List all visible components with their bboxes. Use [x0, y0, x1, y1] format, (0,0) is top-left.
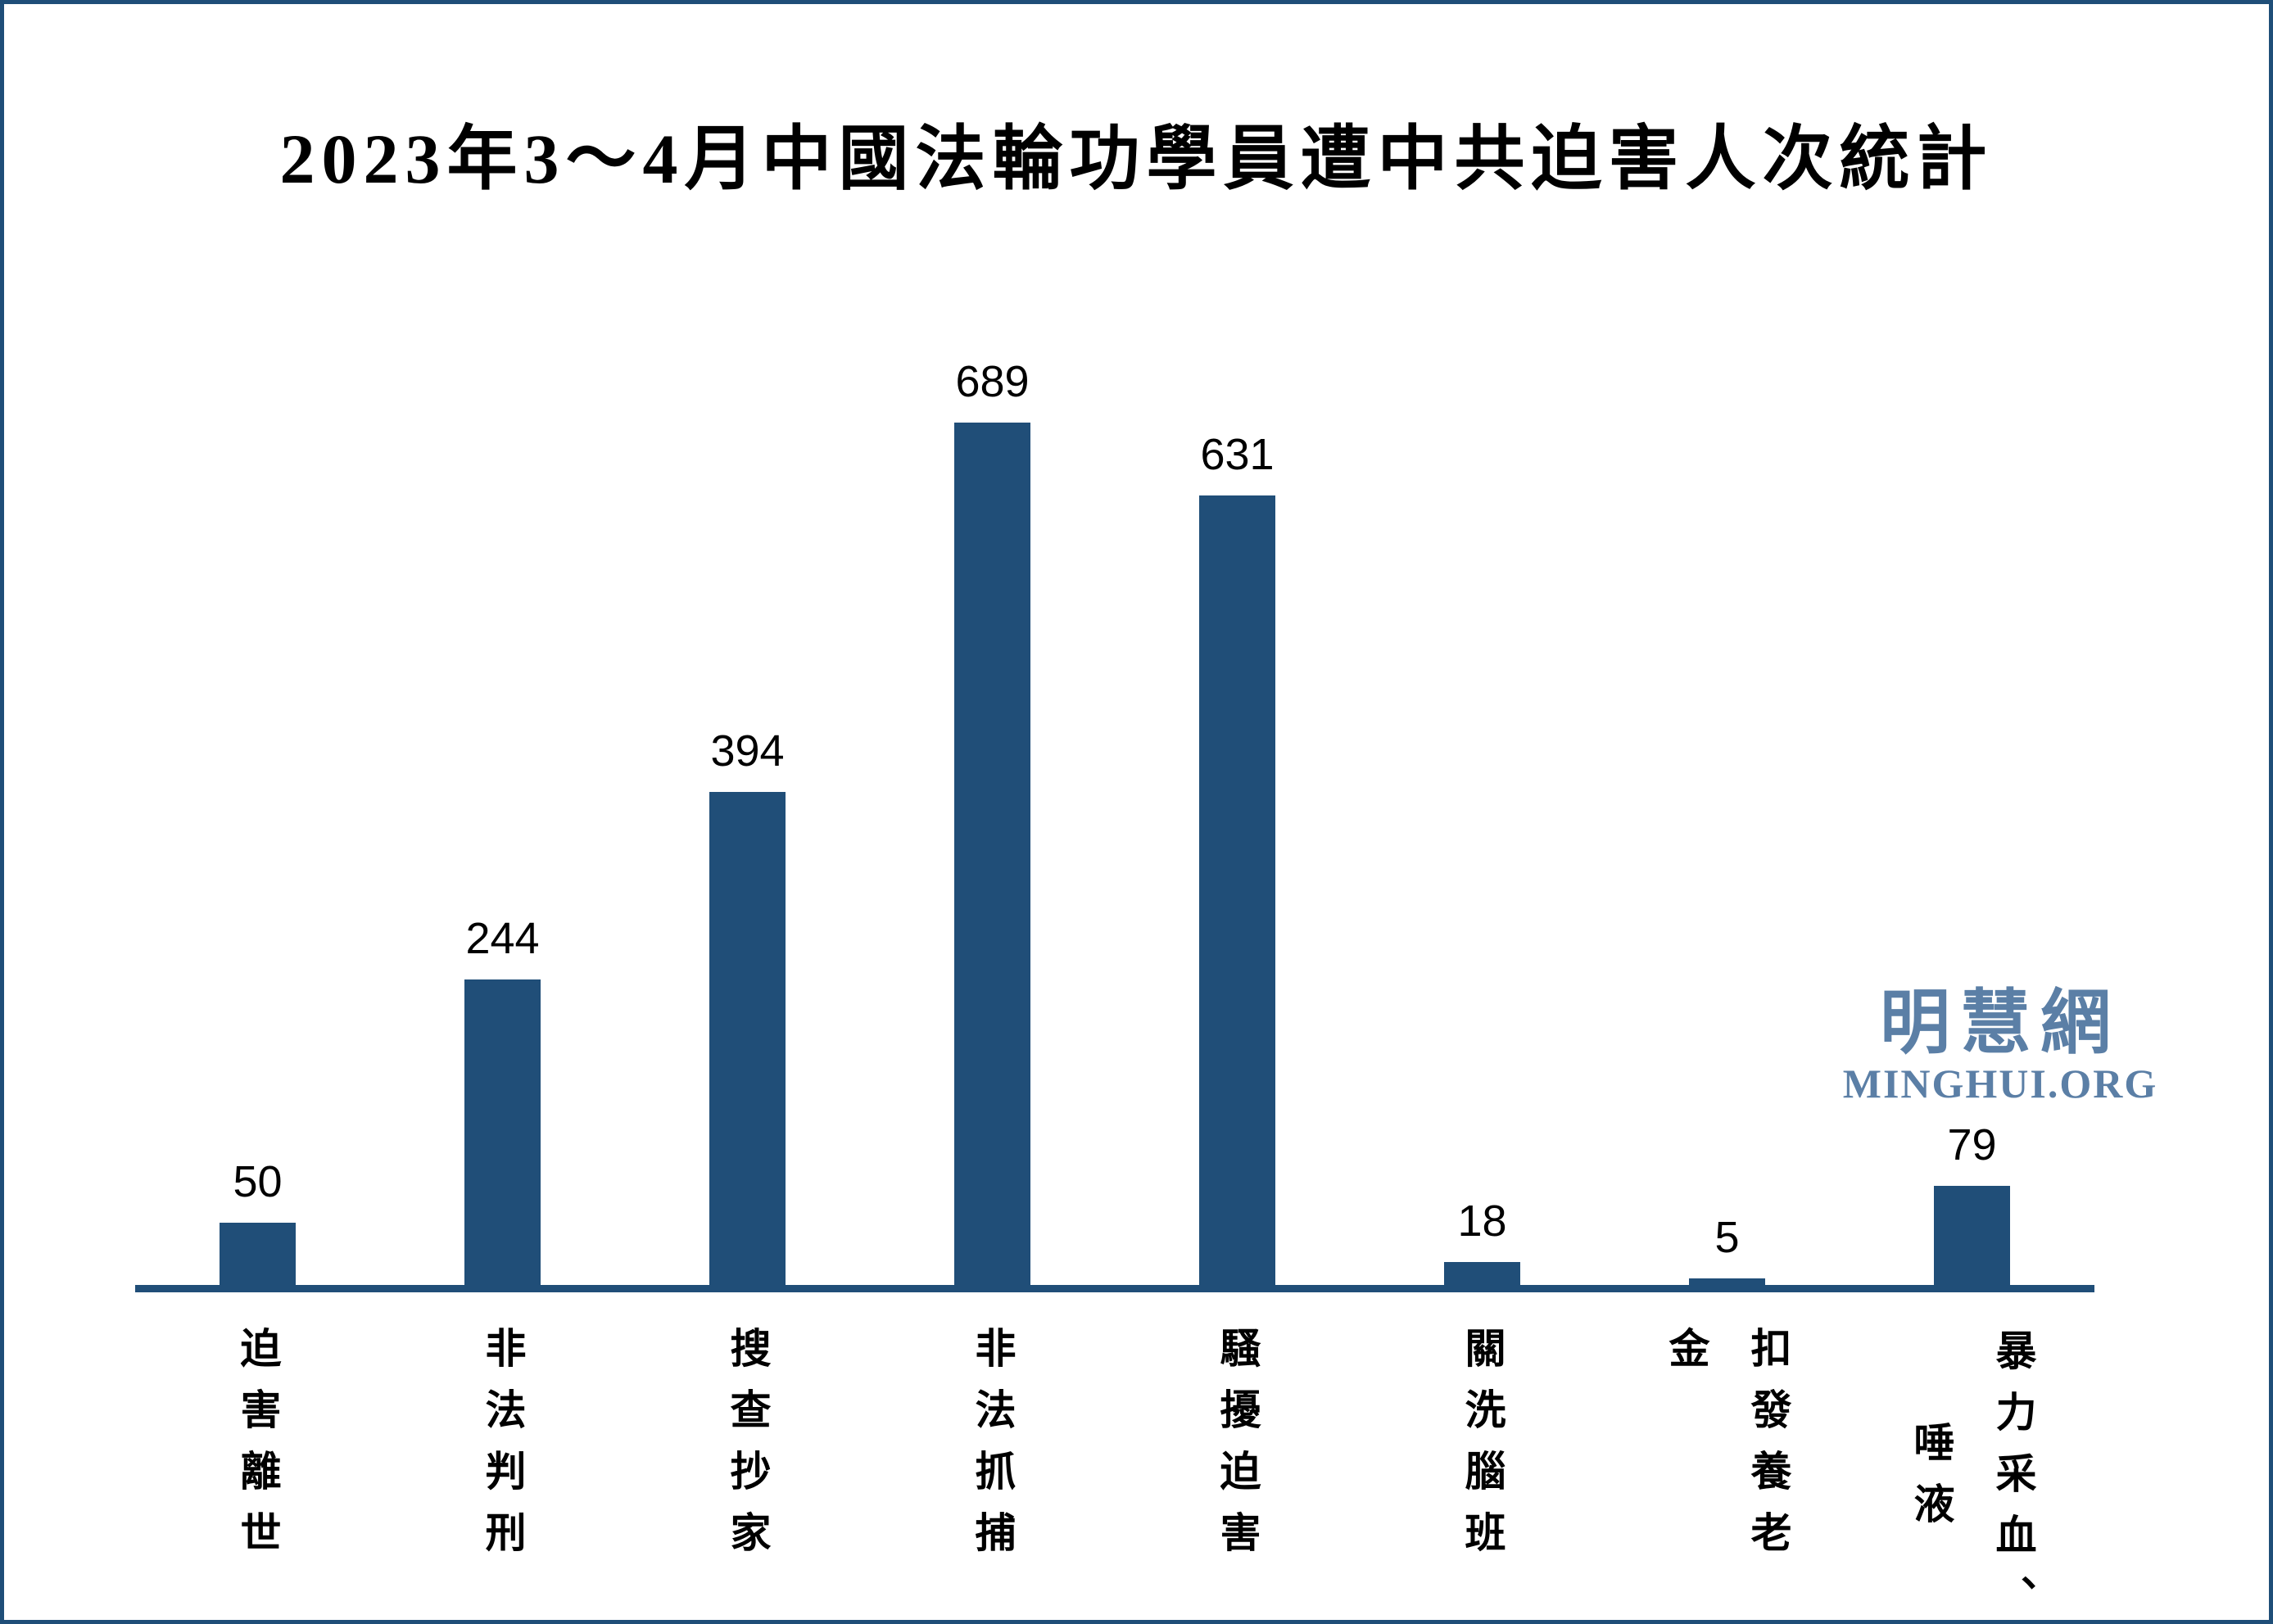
- bar: [1689, 1278, 1765, 1285]
- bar: [709, 792, 786, 1285]
- bar-value-label: 394: [710, 726, 785, 776]
- minghui-watermark: 明慧網 MINGHUI.ORG: [1843, 984, 2158, 1105]
- bar-value-label: 79: [1947, 1120, 1997, 1169]
- bar-category-label: 非法判刑: [479, 1327, 526, 1572]
- bar: [464, 979, 541, 1285]
- bar-value-label: 18: [1457, 1197, 1507, 1246]
- bar: [954, 423, 1030, 1285]
- bar: [1199, 495, 1275, 1285]
- bar-value-label: 244: [465, 914, 540, 963]
- bar: [220, 1223, 296, 1285]
- bar: [1444, 1262, 1520, 1285]
- bar-value-label: 5: [1714, 1213, 1740, 1262]
- bar: [1934, 1186, 2010, 1285]
- bar-category-label: 扣發養老金: [1663, 1327, 1791, 1572]
- bar-category-label: 非法抓捕: [969, 1327, 1016, 1572]
- minghui-watermark-en: MINGHUI.ORG: [1842, 1061, 2158, 1106]
- minghui-watermark-cn: 明慧網: [1880, 984, 2121, 1062]
- bar-value-label: 631: [1200, 430, 1275, 479]
- bar-value-label: 50: [233, 1157, 283, 1206]
- chart-title: 2023年3～4月中國法輪功學員遭中共迫害人次統計: [279, 120, 1994, 198]
- x-axis-line: [135, 1285, 2094, 1292]
- bar-category-label: 關洗腦班: [1459, 1327, 1506, 1572]
- bar-category-label: 騷擾迫害: [1214, 1327, 1261, 1572]
- bar-category-label: 暴力采血、唾液: [1908, 1328, 2036, 1624]
- bar-category-label: 迫害離世: [234, 1327, 281, 1572]
- bar-value-label: 689: [955, 357, 1030, 406]
- bar-category-label: 搜查抄家: [724, 1327, 771, 1572]
